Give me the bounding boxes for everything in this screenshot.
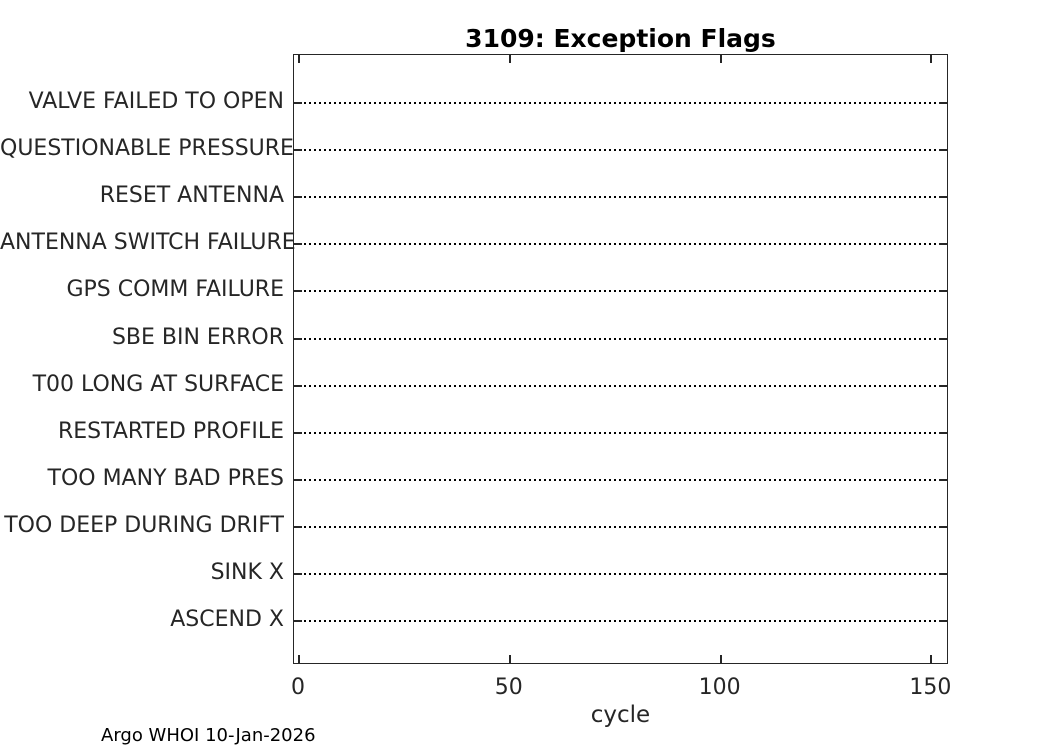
x-tick-label: 150 [909,675,952,700]
y-tick-left [294,431,302,434]
y-tick-right [939,243,947,246]
category-baseline-dotted [294,525,947,528]
y-tick-left [294,243,302,246]
y-axis-category-label: TOO DEEP DURING DRIFT [4,512,284,538]
category-baseline-dotted [294,384,947,387]
y-tick-right [939,196,947,199]
x-tick-bottom [719,655,722,663]
chart-title: 3109: Exception Flags [465,24,776,53]
category-baseline-dotted [294,149,947,152]
category-baseline-dotted [294,478,947,481]
x-tick-label: 50 [494,675,523,700]
y-tick-left [294,573,302,575]
x-tick-bottom [508,655,511,663]
y-tick-right [939,337,947,340]
y-tick-right [939,102,947,104]
y-axis-category-label: ANTENNA SWITCH FAILURE [0,230,296,256]
category-baseline-dotted [294,290,947,293]
x-tick-top [719,55,722,63]
y-tick-left [294,290,302,293]
x-tick-top [508,55,511,63]
y-tick-right [939,478,947,481]
y-tick-left [294,337,302,340]
x-tick-label: 0 [291,675,305,700]
y-tick-right [939,431,947,434]
y-axis-category-label: T00 LONG AT SURFACE [32,371,284,397]
y-tick-left [294,149,302,152]
x-tick-bottom [930,655,933,663]
y-axis-category-label: SINK X [210,560,284,585]
y-axis-category-label: VALVE FAILED TO OPEN [28,89,284,114]
category-baseline-dotted [294,337,947,340]
y-axis-category-label: TOO MANY BAD PRES [47,465,284,491]
category-baseline-dotted [294,196,947,199]
x-tick-bottom [298,655,300,663]
y-axis-category-label: QUESTIONABLE PRESSURE [0,136,294,162]
y-axis-category-label: ASCEND X [170,607,284,633]
y-tick-right [939,290,947,293]
y-tick-left [294,620,302,623]
y-tick-left [294,102,302,104]
category-baseline-dotted [294,102,947,104]
y-tick-left [294,478,302,481]
y-tick-right [939,384,947,387]
y-tick-right [939,620,947,623]
y-tick-left [294,196,302,199]
category-baseline-dotted [294,431,947,434]
category-baseline-dotted [294,573,947,575]
y-tick-left [294,384,302,387]
y-tick-left [294,525,302,528]
y-axis-category-label: RESET ANTENNA [99,183,284,209]
y-tick-right [939,525,947,528]
y-axis-category-label: GPS COMM FAILURE [66,277,284,303]
y-tick-right [939,573,947,575]
x-tick-top [930,55,933,63]
x-tick-label: 100 [698,675,741,700]
watermark-text: Argo WHOI 10-Jan-2026 [101,725,316,746]
plot-area [293,54,948,664]
y-axis-category-label: SBE BIN ERROR [111,324,284,350]
y-tick-right [939,149,947,152]
x-axis-label: cycle [590,702,651,728]
x-tick-top [298,55,300,63]
category-baseline-dotted [294,620,947,623]
category-baseline-dotted [294,243,947,246]
y-axis-category-label: RESTARTED PROFILE [57,418,284,444]
